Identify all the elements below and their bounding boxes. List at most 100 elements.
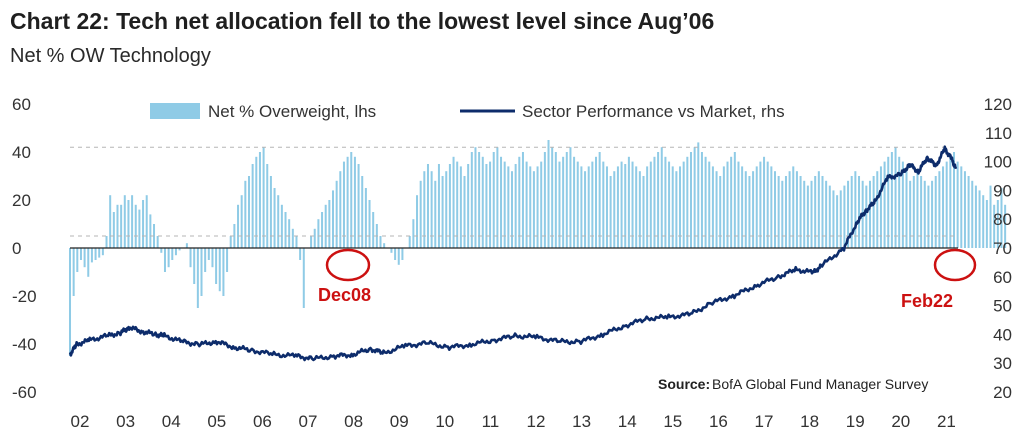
bar: [350, 152, 353, 248]
bar: [653, 156, 656, 248]
bar: [573, 156, 576, 248]
bar: [876, 171, 879, 248]
bar: [416, 195, 419, 248]
bar: [193, 248, 196, 284]
x-axis-ticks: 02 03 04 05 06 07 08 09 10 11 12 13 14 15 16 17 18 19 20 21: [71, 412, 956, 431]
bar: [529, 166, 532, 248]
bar: [145, 195, 148, 248]
bar: [719, 176, 722, 248]
bar: [828, 185, 831, 248]
bar: [806, 185, 809, 248]
bar: [353, 156, 356, 248]
legend-label-line: Sector Performance vs Market, rhs: [522, 102, 785, 121]
bar: [116, 204, 119, 248]
bar: [934, 176, 937, 248]
bar: [423, 171, 426, 248]
bar: [985, 200, 988, 248]
bar: [752, 171, 755, 248]
bar: [872, 176, 875, 248]
bar: [160, 248, 163, 253]
bar: [952, 152, 955, 248]
right-axis-ticks: 120 110 100 90 80 70 60 50 40 30 20: [984, 95, 1012, 402]
bar: [470, 152, 473, 248]
bar: [525, 161, 528, 248]
bar: [335, 180, 338, 248]
bar: [715, 171, 718, 248]
x-tick-label: 05: [207, 412, 226, 431]
bar: [613, 171, 616, 248]
bar: [788, 171, 791, 248]
x-tick-label: 03: [116, 412, 135, 431]
bar: [401, 248, 404, 260]
bar: [777, 176, 780, 248]
bar: [627, 156, 630, 248]
bar: [211, 248, 214, 268]
bar: [784, 176, 787, 248]
bar: [463, 176, 466, 248]
bar: [609, 176, 612, 248]
bar: [79, 248, 82, 260]
bar: [642, 176, 645, 248]
bar: [346, 156, 349, 248]
x-tick-label: 04: [162, 412, 181, 431]
bar: [697, 142, 700, 248]
bar: [149, 214, 152, 248]
bar: [521, 152, 524, 248]
bar: [883, 161, 886, 248]
bar: [394, 248, 397, 260]
bar: [288, 219, 291, 248]
x-tick-label: 15: [663, 412, 682, 431]
bar: [1004, 204, 1007, 248]
bar: [825, 180, 828, 248]
bar: [226, 248, 229, 272]
bar: [730, 156, 733, 248]
bar: [280, 204, 283, 248]
x-tick-label: 14: [618, 412, 637, 431]
bar: [474, 147, 477, 248]
bar: [321, 212, 324, 248]
bar: [898, 156, 901, 248]
bar: [258, 152, 261, 248]
bar: [156, 236, 159, 248]
bar: [916, 171, 919, 248]
bar: [584, 171, 587, 248]
bar: [68, 248, 72, 356]
bar: [229, 236, 232, 248]
bar: [76, 248, 79, 272]
bar: [905, 171, 908, 248]
sector-performance-line: [68, 145, 958, 362]
y-right-tick-label: 100: [984, 153, 1012, 172]
bar: [163, 248, 166, 272]
bar: [836, 195, 839, 248]
bar: [708, 161, 711, 248]
x-tick-label: 21: [937, 412, 956, 431]
source-text: BofA Global Fund Manager Survey: [712, 376, 928, 392]
bar: [576, 161, 579, 248]
bar: [83, 248, 86, 268]
y-left-tick-label: -60: [12, 383, 37, 402]
bar: [441, 176, 444, 248]
bar: [942, 166, 945, 248]
bar: [887, 156, 890, 248]
bar: [240, 195, 243, 248]
bar: [342, 161, 345, 248]
bar: [237, 204, 240, 248]
bar: [299, 248, 302, 260]
bar: [638, 171, 641, 248]
bar: [646, 166, 649, 248]
bar: [174, 248, 177, 256]
bar: [167, 248, 170, 268]
x-tick-label: 17: [755, 412, 774, 431]
bar: [554, 152, 557, 248]
x-tick-label: 11: [482, 412, 500, 431]
bar: [131, 195, 134, 248]
bar: [90, 248, 93, 263]
bar: [328, 200, 331, 248]
bar: [426, 164, 429, 248]
bar: [700, 152, 703, 248]
bar: [372, 212, 375, 248]
x-tick-label: 10: [435, 412, 454, 431]
bar: [284, 212, 287, 248]
bar: [631, 161, 634, 248]
bar: [324, 204, 327, 248]
